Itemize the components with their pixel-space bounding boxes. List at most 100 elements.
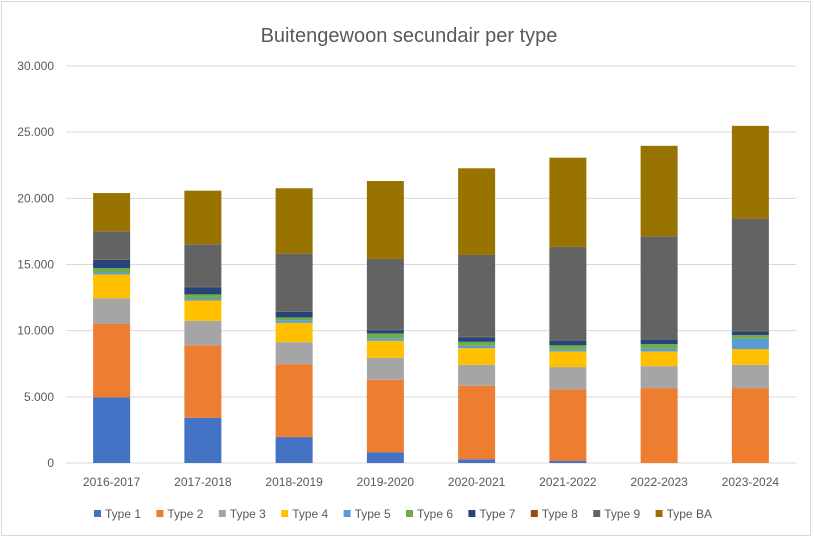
legend-swatch [94, 510, 101, 517]
bar-segment-type-4[interactable] [184, 300, 221, 320]
bar-segment-type-4[interactable] [641, 351, 678, 366]
bar-segment-type-2[interactable] [184, 345, 221, 417]
legend-item[interactable]: Type 3 [219, 507, 266, 521]
bar-segment-type-3[interactable] [184, 321, 221, 345]
bar-segment-type-9[interactable] [458, 255, 495, 337]
bar-segment-type-1[interactable] [458, 459, 495, 463]
bar-segment-type-4[interactable] [549, 351, 586, 367]
bar-segment-type-ba[interactable] [93, 193, 130, 231]
bar-segment-type-4[interactable] [732, 349, 769, 365]
legend-item[interactable]: Type 5 [344, 507, 391, 521]
bar-segment-type-5[interactable] [732, 339, 769, 349]
y-tick-label: 10.000 [17, 324, 54, 338]
bar-segment-type-7[interactable] [549, 340, 586, 345]
bar-segment-type-7[interactable] [367, 330, 404, 333]
legend-item[interactable]: Type 1 [94, 507, 141, 521]
bar-segment-type-5[interactable] [458, 346, 495, 348]
x-tick-label: 2018-2019 [265, 475, 323, 489]
bar-segment-type-2[interactable] [458, 386, 495, 460]
bar-segment-type-2[interactable] [367, 380, 404, 453]
bar-segment-type-5[interactable] [184, 299, 221, 301]
legend-swatch [531, 510, 538, 517]
y-tick-label: 0 [47, 456, 54, 470]
bar-segment-type-5[interactable] [641, 348, 678, 351]
bar-stack [184, 191, 221, 463]
y-tick-label: 15.000 [17, 258, 54, 272]
bar-segment-type-3[interactable] [367, 358, 404, 380]
legend-label: Type 4 [292, 507, 328, 521]
legend-item[interactable]: Type 7 [468, 507, 515, 521]
bar-segment-type-2[interactable] [549, 389, 586, 461]
legend-label: Type BA [667, 507, 712, 521]
legend-swatch [281, 510, 288, 517]
bar-segment-type-ba[interactable] [641, 146, 678, 237]
bar-segment-type-1[interactable] [367, 452, 404, 463]
x-tick-label: 2017-2018 [174, 475, 232, 489]
bar-segment-type-7[interactable] [458, 337, 495, 342]
bar-segment-type-1[interactable] [93, 397, 130, 463]
bar-segment-type-2[interactable] [93, 324, 130, 398]
legend-item[interactable]: Type 9 [593, 507, 640, 521]
bar-segment-type-ba[interactable] [184, 191, 221, 245]
bar-segment-type-9[interactable] [276, 254, 313, 312]
bar-segment-type-5[interactable] [276, 320, 313, 323]
bar-segment-type-6[interactable] [93, 268, 130, 272]
bar-segment-type-6[interactable] [641, 344, 678, 348]
bar-segment-type-7[interactable] [641, 339, 678, 344]
bar-segment-type-3[interactable] [93, 298, 130, 323]
bar-segment-type-5[interactable] [549, 349, 586, 351]
y-tick-label: 5.000 [24, 390, 54, 404]
bar-segment-type-5[interactable] [367, 338, 404, 341]
bar-segment-type-9[interactable] [184, 244, 221, 287]
bar-segment-type-1[interactable] [549, 461, 586, 463]
bar-segment-type-9[interactable] [549, 247, 586, 340]
bar-segment-type-7[interactable] [732, 331, 769, 335]
legend-item[interactable]: Type 2 [156, 507, 203, 521]
bar-segment-type-6[interactable] [276, 317, 313, 320]
bar-segment-type-3[interactable] [458, 365, 495, 386]
bar-segment-type-3[interactable] [641, 366, 678, 388]
bar-segment-type-7[interactable] [93, 260, 130, 268]
bar-segment-type-7[interactable] [276, 312, 313, 318]
bar-segment-type-4[interactable] [93, 274, 130, 298]
bar-segment-type-5[interactable] [93, 272, 130, 274]
bar-segment-type-2[interactable] [276, 364, 313, 437]
legend-item[interactable]: Type 8 [531, 507, 578, 521]
bar-stack [458, 168, 495, 463]
legend-item[interactable]: Type 6 [406, 507, 453, 521]
bar-segment-type-6[interactable] [184, 294, 221, 298]
bar-segment-type-4[interactable] [276, 323, 313, 342]
bar-segment-type-6[interactable] [458, 342, 495, 346]
bar-segment-type-ba[interactable] [732, 126, 769, 219]
bar-segment-type-1[interactable] [184, 418, 221, 463]
bar-segment-type-9[interactable] [641, 236, 678, 339]
bar-segment-type-3[interactable] [276, 342, 313, 364]
bar-segment-type-6[interactable] [732, 335, 769, 339]
legend-swatch [406, 510, 413, 517]
bar-segment-type-3[interactable] [549, 367, 586, 389]
bar-segment-type-2[interactable] [732, 388, 769, 463]
bar-segment-type-1[interactable] [276, 437, 313, 463]
bar-segment-type-9[interactable] [732, 219, 769, 331]
bar-segment-type-7[interactable] [184, 287, 221, 294]
legend-item[interactable]: Type BA [656, 507, 712, 521]
x-tick-label: 2021-2022 [539, 475, 597, 489]
y-tick-label: 20.000 [17, 191, 54, 205]
bar-segment-type-9[interactable] [93, 231, 130, 259]
legend-item[interactable]: Type 4 [281, 507, 328, 521]
legend-label: Type 5 [355, 507, 391, 521]
bar-segment-type-ba[interactable] [458, 168, 495, 255]
bar-segment-type-ba[interactable] [367, 181, 404, 259]
bar-segment-type-4[interactable] [458, 348, 495, 365]
bar-segment-type-6[interactable] [549, 345, 586, 349]
legend-label: Type 7 [479, 507, 515, 521]
bar-segment-type-2[interactable] [641, 388, 678, 463]
bar-segment-type-6[interactable] [367, 333, 404, 338]
legend-label: Type 9 [604, 507, 640, 521]
bar-segment-type-ba[interactable] [276, 188, 313, 253]
bar-segment-type-4[interactable] [367, 341, 404, 358]
bar-segment-type-3[interactable] [732, 365, 769, 388]
bar-segment-type-9[interactable] [367, 259, 404, 330]
bar-segment-type-ba[interactable] [549, 158, 586, 247]
